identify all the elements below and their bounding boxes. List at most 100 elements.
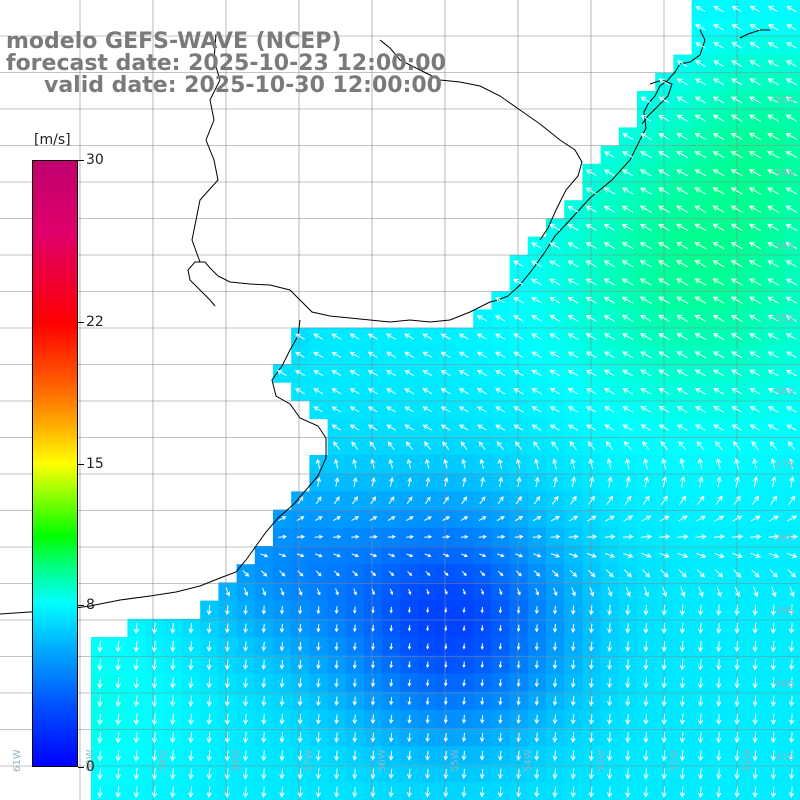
wind-arrow — [351, 553, 360, 558]
wind-arrow — [426, 588, 430, 595]
wind-arrow — [734, 695, 740, 707]
wind-arrow — [243, 587, 249, 597]
wind-arrow — [767, 296, 779, 304]
wind-arrow — [371, 624, 375, 632]
wind-arrow — [752, 731, 758, 744]
wind-arrow — [406, 768, 412, 780]
wind-arrow — [658, 406, 670, 413]
wind-arrow — [607, 677, 613, 689]
wind-arrow — [661, 677, 667, 689]
wind-arrow — [658, 114, 670, 122]
wind-arrow — [443, 786, 449, 798]
wind-arrow — [694, 114, 707, 122]
wind-arrow — [151, 658, 158, 671]
wind-arrow — [478, 534, 487, 539]
wind-arrow — [476, 315, 488, 322]
wind-arrow — [767, 132, 780, 141]
wind-arrow — [407, 607, 412, 614]
wind-arrow — [694, 78, 706, 86]
wind-arrow — [315, 732, 321, 743]
wind-arrow — [279, 623, 285, 633]
wind-arrow — [296, 516, 305, 522]
wind-arrow — [770, 786, 777, 798]
wind-arrow — [422, 388, 433, 395]
wind-arrow — [676, 351, 688, 359]
wind-arrow — [716, 640, 722, 653]
wind-arrow — [658, 151, 670, 159]
wind-arrow — [297, 659, 303, 670]
wind-arrow — [443, 476, 449, 487]
wind-arrow — [621, 187, 634, 195]
wind-arrow — [622, 133, 634, 140]
wind-arrow — [188, 677, 194, 689]
wind-arrow — [643, 786, 649, 798]
wind-arrow — [788, 640, 795, 653]
wind-arrow — [734, 786, 740, 798]
wind-arrow — [698, 476, 704, 488]
wind-arrow — [389, 643, 393, 651]
wind-arrow — [658, 169, 670, 177]
wind-arrow — [603, 205, 616, 213]
wind-arrow — [570, 623, 576, 634]
wind-arrow — [589, 476, 595, 488]
wind-arrow — [534, 768, 540, 780]
wind-arrow — [297, 768, 303, 780]
wind-arrow — [97, 676, 103, 690]
wind-arrow — [643, 677, 649, 689]
wind-arrow — [622, 534, 634, 540]
wind-arrow — [697, 786, 704, 798]
wind-arrow — [603, 278, 616, 286]
wind-arrow — [387, 441, 395, 451]
wind-arrow — [243, 659, 249, 671]
wind-arrow — [750, 515, 761, 522]
wind-arrow — [425, 715, 430, 724]
wind-arrow — [480, 679, 485, 687]
wind-arrow — [625, 750, 631, 762]
wind-arrow — [115, 731, 122, 744]
wind-arrow — [657, 242, 670, 250]
wind-arrow — [788, 695, 795, 707]
wind-arrow — [750, 534, 762, 540]
wind-arrow — [785, 315, 798, 322]
wind-arrow — [621, 314, 634, 322]
wind-arrow — [694, 333, 707, 341]
wind-arrow — [534, 624, 539, 633]
wind-arrow — [585, 260, 597, 268]
wind-arrow — [516, 660, 521, 669]
wind-arrow — [679, 786, 686, 798]
wind-arrow — [407, 750, 412, 761]
wind-arrow — [621, 278, 634, 286]
wind-arrow — [496, 516, 505, 522]
wind-arrow — [115, 676, 122, 690]
wind-arrow — [442, 516, 451, 521]
wind-arrow — [349, 388, 360, 395]
wind-arrow — [588, 786, 595, 798]
wind-arrow — [170, 713, 176, 726]
wind-arrow — [279, 768, 285, 780]
wind-arrow — [643, 750, 649, 762]
wind-arrow — [713, 387, 725, 395]
longitude-label: 58W — [231, 749, 242, 772]
wind-arrow — [494, 297, 506, 304]
wind-arrow — [371, 476, 376, 487]
wind-arrow — [622, 424, 633, 431]
wind-arrow — [461, 715, 467, 724]
wind-arrow — [714, 515, 725, 522]
wind-arrow — [367, 351, 378, 358]
wind-arrow — [697, 677, 704, 689]
wind-arrow — [752, 604, 758, 616]
wind-arrow — [661, 713, 667, 726]
wind-arrow — [352, 496, 358, 505]
wind-arrow — [661, 731, 667, 744]
wind-arrow — [389, 696, 394, 706]
wind-arrow — [552, 714, 558, 725]
wind-arrow — [585, 333, 597, 341]
wind-arrow — [495, 424, 506, 431]
wind-arrow — [641, 534, 653, 540]
river-uruguay — [191, 33, 221, 263]
wind-arrow — [334, 732, 340, 743]
wind-arrow — [115, 695, 122, 708]
wind-arrow — [188, 786, 194, 798]
wind-arrow — [388, 786, 394, 798]
wind-arrow — [115, 640, 121, 653]
